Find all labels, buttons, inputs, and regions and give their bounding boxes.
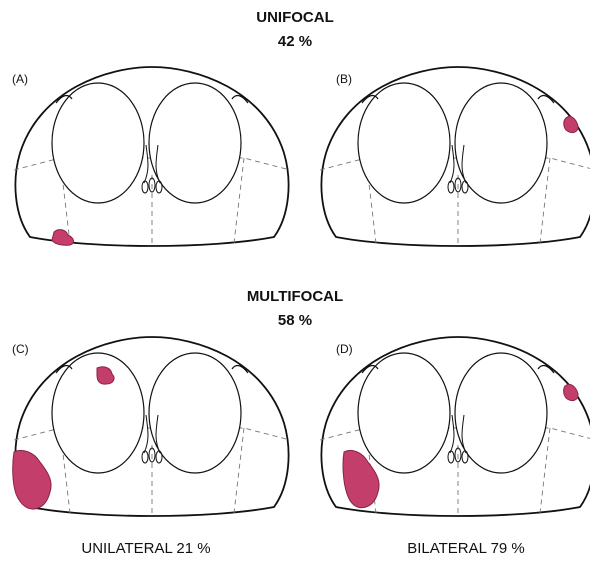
- panel-label: (C): [12, 342, 29, 356]
- lesion: [564, 116, 578, 132]
- multifocal-percent: 58 %: [278, 312, 312, 329]
- footer-label: UNILATERAL 21 %: [81, 540, 210, 557]
- gland-a: [14, 67, 290, 246]
- panel-label: (B): [336, 72, 352, 86]
- gland-b: [320, 67, 590, 246]
- unifocal-percent: 42 %: [278, 33, 312, 50]
- unifocal-title: UNIFOCAL: [256, 9, 334, 26]
- lesion: [564, 384, 578, 400]
- panel-label: (D): [336, 342, 353, 356]
- panel-label: (A): [12, 72, 28, 86]
- footer-label: BILATERAL 79 %: [407, 540, 525, 557]
- gland-c: [14, 337, 290, 516]
- figure: UNIFOCAL 42 % (A) (B) MULTIFOCAL 58 % (C…: [0, 0, 590, 561]
- multifocal-title: MULTIFOCAL: [247, 288, 343, 305]
